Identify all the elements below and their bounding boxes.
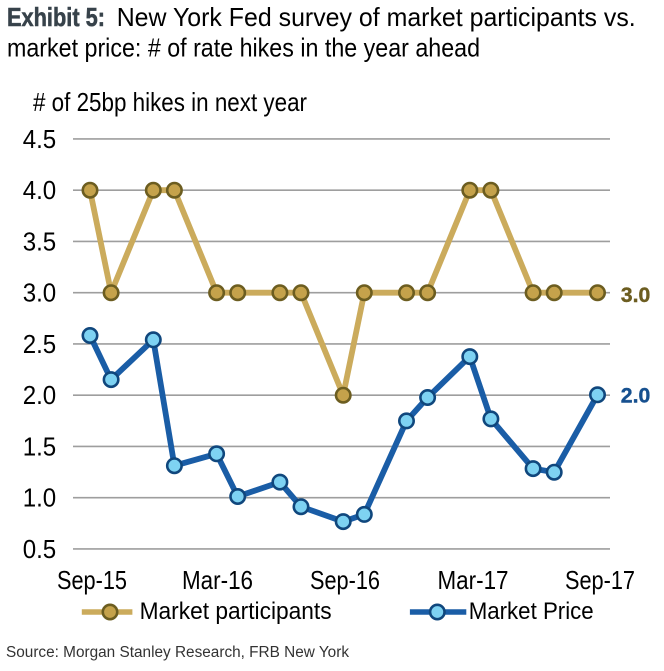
svg-text:Mar-17: Mar-17	[438, 565, 509, 595]
svg-text:1.5: 1.5	[23, 431, 57, 461]
svg-text:4.5: 4.5	[23, 124, 57, 154]
svg-text:1.0: 1.0	[23, 483, 57, 513]
svg-text:3.5: 3.5	[23, 226, 57, 256]
svg-text:Source: Morgan Stanley Researc: Source: Morgan Stanley Research, FRB New…	[6, 644, 349, 661]
svg-text:New York Fed survey of market: New York Fed survey of market participan…	[117, 2, 636, 32]
svg-text:Market Price: Market Price	[469, 598, 594, 625]
svg-text:3.0: 3.0	[23, 278, 57, 308]
svg-text:0.5: 0.5	[23, 534, 57, 564]
svg-text:# of 25bp hikes in next year: # of 25bp hikes in next year	[33, 87, 307, 117]
svg-text:Mar-16: Mar-16	[182, 565, 253, 595]
svg-text:Sep-16: Sep-16	[310, 565, 380, 595]
svg-text:Sep-17: Sep-17	[565, 565, 635, 595]
svg-text:Exhibit 5:: Exhibit 5:	[7, 2, 105, 32]
svg-text:3.0: 3.0	[621, 283, 651, 307]
svg-text:market price: # of rate hikes: market price: # of rate hikes in the yea…	[7, 33, 480, 63]
svg-text:4.0: 4.0	[23, 175, 57, 205]
svg-text:2.5: 2.5	[23, 329, 57, 359]
svg-text:Sep-15: Sep-15	[57, 565, 127, 595]
svg-text:Market participants: Market participants	[140, 598, 332, 625]
svg-text:2.0: 2.0	[621, 384, 651, 408]
svg-text:2.0: 2.0	[23, 380, 57, 410]
